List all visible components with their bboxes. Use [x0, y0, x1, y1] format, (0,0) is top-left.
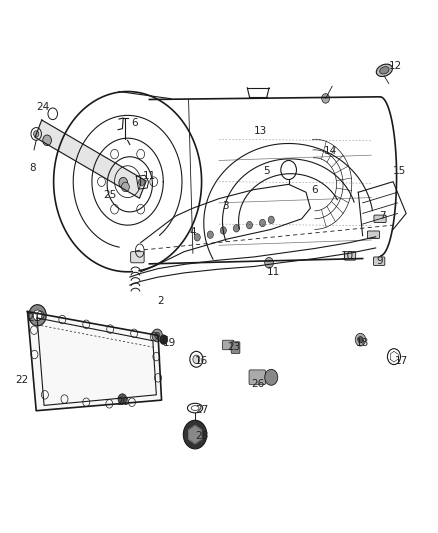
Circle shape: [265, 369, 278, 385]
Circle shape: [207, 231, 213, 238]
Text: 4: 4: [190, 227, 196, 237]
Circle shape: [184, 420, 207, 449]
Circle shape: [152, 329, 162, 342]
Text: 9: 9: [377, 256, 383, 266]
Circle shape: [43, 135, 51, 146]
Circle shape: [118, 394, 127, 405]
Circle shape: [322, 94, 329, 103]
Circle shape: [29, 305, 46, 326]
Circle shape: [150, 177, 158, 187]
Circle shape: [137, 205, 145, 214]
Text: 7: 7: [161, 336, 168, 346]
Text: 21: 21: [28, 313, 41, 324]
Circle shape: [259, 219, 265, 227]
Circle shape: [111, 205, 118, 214]
FancyBboxPatch shape: [249, 370, 265, 385]
Circle shape: [265, 257, 273, 268]
Text: 8: 8: [29, 164, 36, 173]
Text: 5: 5: [264, 166, 270, 176]
Text: 13: 13: [254, 126, 267, 136]
Ellipse shape: [380, 67, 389, 74]
Circle shape: [220, 227, 226, 234]
Polygon shape: [35, 120, 146, 198]
Circle shape: [121, 182, 129, 192]
Circle shape: [247, 221, 253, 229]
Circle shape: [111, 149, 118, 159]
Polygon shape: [189, 425, 201, 443]
Circle shape: [233, 224, 240, 232]
Circle shape: [193, 355, 200, 364]
Circle shape: [34, 131, 39, 137]
Ellipse shape: [376, 64, 392, 77]
Text: 3: 3: [222, 200, 229, 211]
FancyBboxPatch shape: [374, 257, 385, 265]
Text: 26: 26: [251, 379, 265, 389]
Text: 6: 6: [311, 184, 318, 195]
Text: 27: 27: [195, 405, 208, 415]
Text: 12: 12: [389, 61, 402, 71]
Circle shape: [160, 335, 168, 344]
FancyBboxPatch shape: [223, 340, 234, 350]
Text: 14: 14: [323, 146, 337, 156]
Text: 6: 6: [131, 118, 138, 128]
Circle shape: [98, 177, 106, 187]
Circle shape: [355, 333, 366, 346]
Text: 20: 20: [117, 397, 130, 407]
FancyBboxPatch shape: [344, 252, 356, 260]
Text: 19: 19: [162, 338, 176, 349]
Circle shape: [137, 149, 145, 159]
Text: 25: 25: [103, 190, 117, 200]
FancyBboxPatch shape: [367, 231, 380, 238]
FancyBboxPatch shape: [131, 252, 144, 263]
Text: 23: 23: [228, 342, 241, 352]
Text: 22: 22: [16, 375, 29, 385]
Text: 28: 28: [195, 431, 208, 441]
Circle shape: [119, 177, 127, 188]
Text: 11: 11: [143, 172, 156, 181]
Text: 15: 15: [393, 166, 406, 176]
Text: 2: 2: [157, 296, 163, 306]
Text: 16: 16: [195, 356, 208, 366]
Text: 10: 10: [341, 251, 354, 261]
Circle shape: [194, 233, 200, 241]
Circle shape: [268, 216, 274, 223]
Text: 18: 18: [356, 338, 369, 349]
Polygon shape: [28, 312, 162, 411]
Circle shape: [138, 179, 145, 186]
Circle shape: [358, 336, 363, 343]
Circle shape: [33, 310, 42, 320]
FancyBboxPatch shape: [231, 342, 240, 353]
Text: 24: 24: [36, 102, 49, 112]
FancyBboxPatch shape: [374, 215, 386, 222]
Text: 7: 7: [379, 211, 385, 221]
Text: 17: 17: [395, 356, 408, 366]
Text: 11: 11: [267, 267, 280, 277]
Circle shape: [155, 332, 160, 338]
